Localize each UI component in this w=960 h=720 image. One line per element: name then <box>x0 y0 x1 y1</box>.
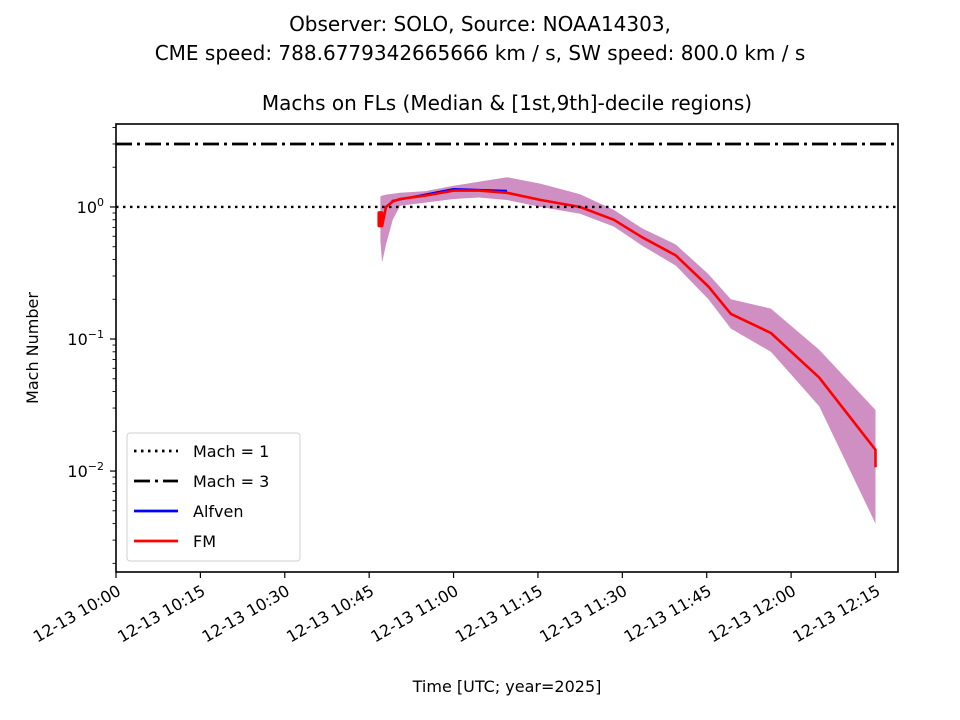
x-tick-label: 12-13 10:45 <box>283 581 377 646</box>
y-tick-label: 10−1 <box>67 328 104 349</box>
fm-initial-segment <box>377 211 384 228</box>
chart-title: Machs on FLs (Median & [1st,9th]-decile … <box>261 91 753 115</box>
x-tick-label: 12-13 10:00 <box>30 581 124 646</box>
hline-layer <box>116 142 898 209</box>
x-tick-label: 12-13 11:30 <box>536 581 630 646</box>
line-layer <box>377 187 877 468</box>
x-tick-label: 12-13 10:30 <box>199 581 293 646</box>
legend-label: Mach = 3 <box>193 472 269 491</box>
legend-label: FM <box>193 532 216 551</box>
suptitle-line-1: Observer: SOLO, Source: NOAA14303, <box>289 12 671 36</box>
legend-box <box>126 432 301 562</box>
legend: Mach = 1 Mach = 3 Alfven FM <box>126 432 301 562</box>
fm-median-line <box>379 189 877 468</box>
x-tick-label: 12-13 12:00 <box>705 581 799 646</box>
fm-decile-band <box>380 177 876 553</box>
band-layer <box>380 177 876 553</box>
x-tick-label: 12-13 11:15 <box>452 581 546 646</box>
y-axis-label: Mach Number <box>23 292 42 404</box>
x-tick-label: 12-13 12:15 <box>789 581 883 646</box>
x-axis-label: Time [UTC; year=2025] <box>412 677 602 696</box>
y-tick-label: 10−2 <box>67 460 104 481</box>
x-tick-label: 12-13 10:15 <box>114 581 208 646</box>
legend-label: Alfven <box>193 502 243 521</box>
axes-frame <box>115 123 899 573</box>
legend-label: Mach = 1 <box>193 442 269 461</box>
suptitle-line-2: CME speed: 788.6779342665666 km / s, SW … <box>154 41 806 65</box>
x-tick-label: 12-13 11:00 <box>367 581 461 646</box>
x-tick-label: 12-13 11:45 <box>621 581 715 646</box>
y-axis-ticks: 100 10−1 10−2 <box>67 127 116 564</box>
y-tick-label: 100 <box>77 196 104 217</box>
